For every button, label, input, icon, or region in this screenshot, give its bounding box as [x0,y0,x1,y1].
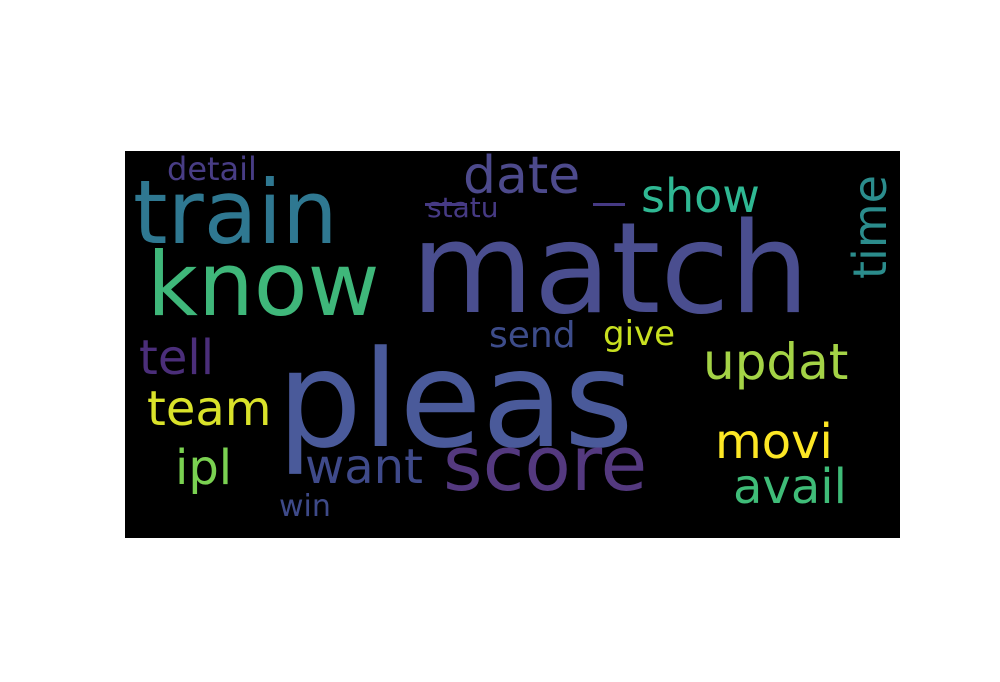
separator-dash-left [425,203,467,206]
word-avail: avail [733,459,847,515]
word-updat: updat [703,333,849,391]
word-team: team [147,381,272,437]
word-detail: detail [167,151,257,188]
word-tell: tell [139,330,215,386]
word-win: win [279,489,331,524]
word-match: match [411,195,810,342]
word-train: train [133,161,338,264]
word-know: know [147,233,380,336]
word-ipl: ipl [175,440,233,496]
word-send: send [489,315,576,356]
word-movi: movi [715,414,833,470]
separator-dash-right [593,203,625,206]
word-score: score [443,419,648,508]
word-give: give [603,314,676,354]
word-show: show [641,169,760,223]
word-pleas: pleas [277,322,634,478]
word-want: want [305,439,423,495]
word-statu: statu [427,191,499,224]
word-cloud: match pleas train know score date show t… [125,151,900,538]
word-date: date [463,151,581,206]
word-time: time [843,175,897,279]
